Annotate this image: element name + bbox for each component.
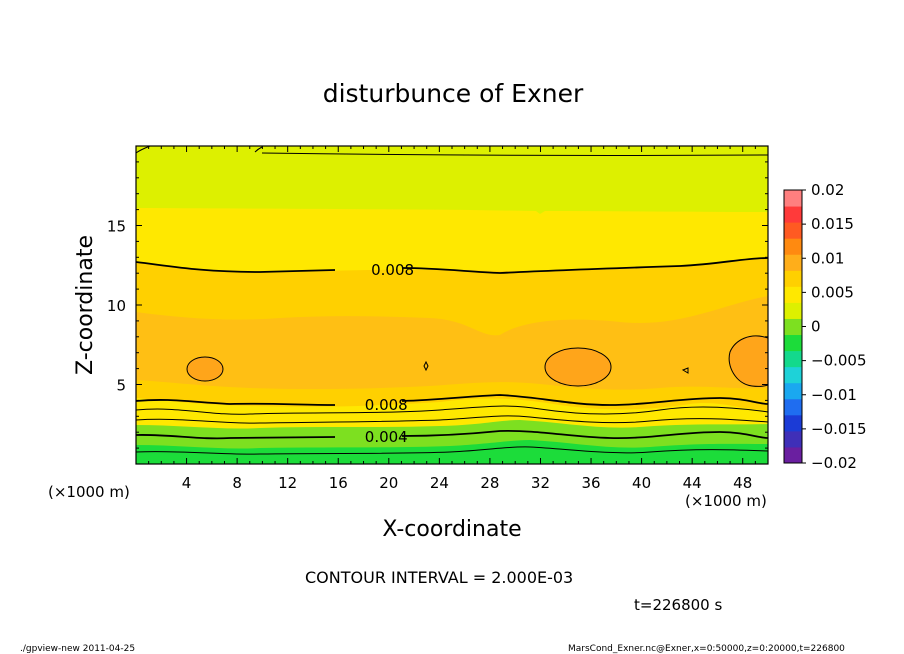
colorbar-label: −0.005 xyxy=(811,352,867,370)
colorbar-swatch xyxy=(784,430,802,448)
colorbar-swatch xyxy=(784,190,802,207)
field-band-top xyxy=(136,146,768,214)
y-axis-label: Z-coordinate xyxy=(73,235,98,375)
chart-title: disturbunce of Exner xyxy=(323,79,584,108)
colorbar-swatch xyxy=(784,222,802,239)
local-max-cell-3 xyxy=(728,335,769,387)
contour-label: 0.008 xyxy=(371,261,414,279)
colorbar-swatch xyxy=(784,302,802,319)
colorbar-swatch xyxy=(784,286,802,303)
colorbar-swatch xyxy=(784,238,802,255)
colorbar-label: 0.015 xyxy=(811,215,854,233)
contour-0004 xyxy=(135,430,769,440)
footer-right: MarsCond_Exner.nc@Exner,x=0:50000,z=0:20… xyxy=(568,644,845,654)
time-text: t=226800 s xyxy=(634,596,722,614)
local-max-cell-2 xyxy=(544,347,612,387)
x-tick-label: 8 xyxy=(232,474,242,492)
y-tick-label: 10 xyxy=(107,297,126,315)
colorbar-swatch xyxy=(784,414,802,432)
x-tick-label: 4 xyxy=(182,474,192,492)
colorbar-swatch xyxy=(784,334,802,352)
colorbar-label: −0.02 xyxy=(811,454,857,472)
x-tick-label: 36 xyxy=(581,474,600,492)
colorbar-label: −0.01 xyxy=(811,386,857,404)
colorbar-swatch xyxy=(784,382,802,400)
contour-0002 xyxy=(135,446,769,455)
colorbar: 0.02 0.015 0.01 0.005 0 −0.005 −0.01 −0.015 −0.0… xyxy=(783,181,867,472)
x-tick-label: 20 xyxy=(379,474,398,492)
contour-interval-text: CONTOUR INTERVAL = 2.000E-03 xyxy=(305,568,573,587)
colorbar-swatch xyxy=(784,446,802,464)
colorbar-swatch xyxy=(784,398,802,416)
contour-small-1 xyxy=(423,360,429,372)
contour-label: 0.004 xyxy=(365,428,408,446)
colorbar-label: 0.02 xyxy=(811,181,844,199)
colorbar-label: 0.005 xyxy=(811,283,854,301)
x-tick-label: 48 xyxy=(733,474,752,492)
x-tick-label: 16 xyxy=(329,474,348,492)
x-tick-label: 44 xyxy=(683,474,702,492)
y-tick-label: 15 xyxy=(107,218,126,236)
contour-labels: 0.008 0.008 0.004 xyxy=(365,261,414,446)
contour-small-2 xyxy=(681,367,689,374)
colorbar-label: −0.015 xyxy=(811,420,867,438)
y-axis-ticks: 5 10 15 xyxy=(107,161,768,449)
footer-left: ./gpview-new 2011-04-25 xyxy=(20,644,135,654)
contour-0005 xyxy=(135,415,769,424)
x-axis-ticks: 4 8 12 16 20 24 28 32 36 40 44 48 xyxy=(148,146,756,492)
colorbar-swatch xyxy=(784,254,802,271)
colorbar-swatch xyxy=(784,270,802,287)
contour-0006 xyxy=(135,405,769,415)
contour-label: 0.008 xyxy=(365,396,408,414)
colorbar-label: 0.01 xyxy=(811,249,844,267)
x-axis-label: X-coordinate xyxy=(382,517,521,542)
local-max-cell-1 xyxy=(186,356,224,382)
contour-0008-lower xyxy=(135,394,769,406)
colorbar-swatch xyxy=(784,206,802,223)
x-unit-left: (×1000 m) xyxy=(48,483,130,501)
x-tick-label: 40 xyxy=(632,474,651,492)
y-tick-label: 5 xyxy=(116,377,126,395)
x-tick-label: 12 xyxy=(278,474,297,492)
x-tick-label: 28 xyxy=(480,474,499,492)
colorbar-swatch xyxy=(784,318,802,336)
x-tick-label: 24 xyxy=(430,474,449,492)
x-unit-right: (×1000 m) xyxy=(685,492,767,510)
x-tick-label: 32 xyxy=(531,474,550,492)
contour-0008-upper xyxy=(135,257,769,274)
colorbar-swatch xyxy=(784,350,802,368)
colorbar-label: 0 xyxy=(811,318,821,336)
colorbar-swatch xyxy=(784,366,802,384)
